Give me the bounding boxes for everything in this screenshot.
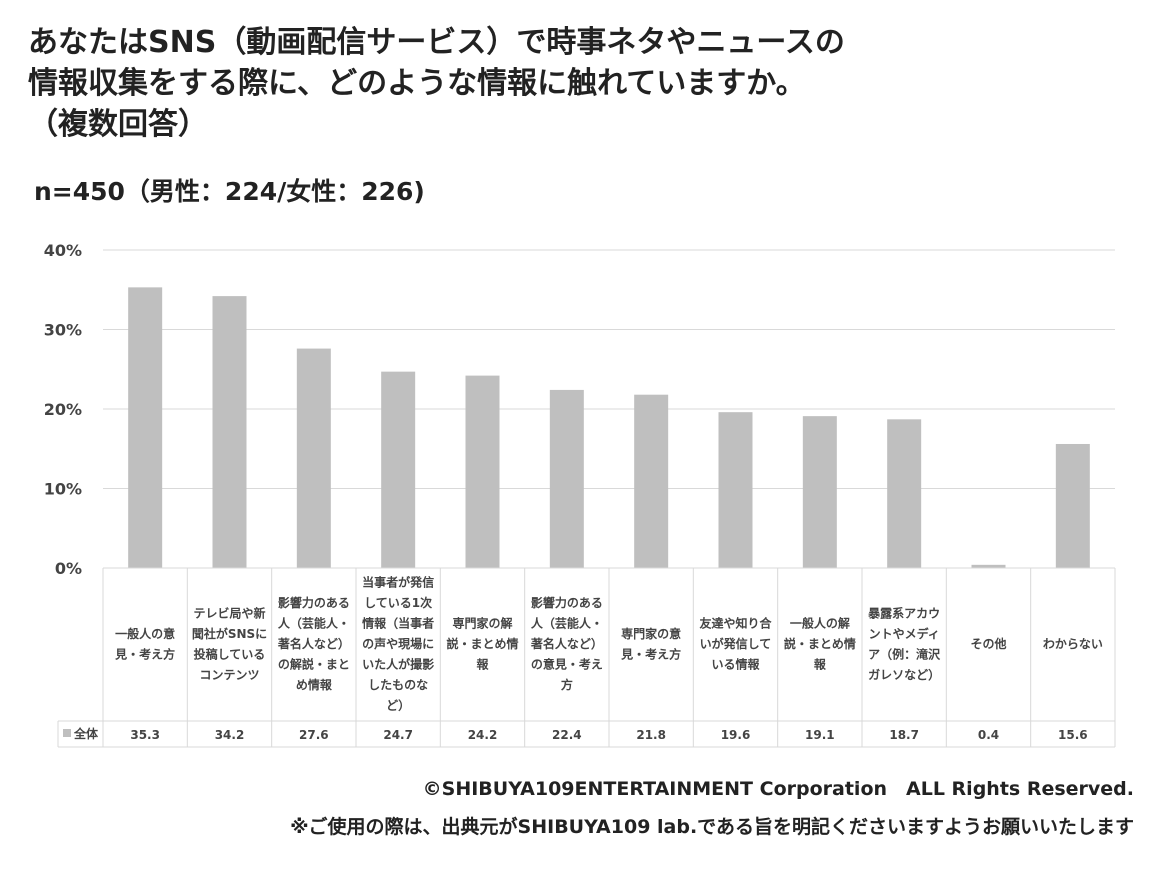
y-tick-label: 10% <box>44 480 82 499</box>
category-label: している1次 <box>364 595 432 610</box>
data-label: 19.1 <box>805 728 835 742</box>
category-label: め情報 <box>296 677 333 692</box>
title-line-1: あなたはSNS（動画配信サービス）で時事ネタやニュースの <box>28 25 845 60</box>
category-label: いが発信して <box>700 636 772 651</box>
bar <box>887 419 922 568</box>
category-label: 専門家の解 <box>452 616 512 631</box>
data-label: 19.6 <box>721 728 751 742</box>
category-label: 著名人など） <box>277 636 350 651</box>
sample-size: n=450（男性：224/女性：226) <box>34 177 425 206</box>
category-label: 見・考え方 <box>114 646 175 661</box>
category-label: 暴露系アカウ <box>867 605 940 620</box>
category-label: いた人が撮影 <box>362 657 434 672</box>
category-label: 情報（当事者 <box>362 616 434 631</box>
y-tick-label: 30% <box>44 321 82 340</box>
category-label: その他 <box>970 636 1006 651</box>
category-label: したものな <box>368 678 428 692</box>
category-label: テレビ局や新 <box>193 605 265 620</box>
category-label: 人（芸能人・ <box>531 616 603 631</box>
category-label: ガレソなど） <box>868 667 940 682</box>
category-label: の解説・まと <box>278 657 350 672</box>
category-label: 見・考え方 <box>620 646 681 661</box>
bar <box>802 416 837 568</box>
data-label: 18.7 <box>889 728 919 742</box>
category-label: 報 <box>476 657 489 672</box>
data-label: 15.6 <box>1058 728 1088 742</box>
bar <box>634 394 669 568</box>
category-label: 報 <box>814 657 827 672</box>
y-tick-label: 0% <box>55 559 82 578</box>
category-label: 方 <box>561 677 573 692</box>
category-label: コンテンツ <box>199 668 259 682</box>
category-label: わからない <box>1043 637 1103 651</box>
category-label: 人（芸能人・ <box>278 616 350 631</box>
category-label: の意見・考え <box>531 657 603 672</box>
bar <box>212 296 247 568</box>
data-label: 22.4 <box>552 728 582 742</box>
legend-label: 全体 <box>73 726 99 741</box>
bar <box>971 564 1006 568</box>
category-label: の声や現場に <box>362 636 434 651</box>
category-label: 影響力のある <box>531 595 603 610</box>
data-label: 24.7 <box>383 728 413 742</box>
category-label: いる情報 <box>711 657 760 672</box>
category-label: 説・まとめ情 <box>784 636 856 651</box>
category-label: 一般人の意 <box>115 626 175 641</box>
data-label: 21.8 <box>636 728 666 742</box>
category-label: 聞社がSNSに <box>192 626 267 641</box>
data-label: 35.3 <box>130 728 160 742</box>
category-label: 専門家の意 <box>621 626 681 641</box>
category-label: 著名人など） <box>530 636 603 651</box>
data-label: 34.2 <box>215 728 245 742</box>
title-line-2: 情報収集をする際に、どのような情報に触れていますか。 <box>28 66 806 101</box>
bar <box>549 389 584 568</box>
category-label: 投稿している <box>194 646 266 661</box>
category-label: 影響力のある <box>278 595 350 610</box>
data-label: 24.2 <box>468 728 498 742</box>
bar <box>296 348 331 568</box>
category-label: 一般人の解 <box>790 616 850 631</box>
data-label: 27.6 <box>299 728 329 742</box>
y-tick-label: 20% <box>44 400 82 419</box>
category-label: ア（例：滝沢 <box>868 646 941 661</box>
y-tick-label: 40% <box>44 241 82 260</box>
title-line-3: （複数回答） <box>28 107 208 142</box>
bar <box>1055 443 1090 568</box>
chart-title: あなたはSNS（動画配信サービス）で時事ネタやニュースの 情報収集をする際に、ど… <box>28 22 1138 145</box>
bar <box>718 412 753 568</box>
bar <box>465 375 500 568</box>
data-label: 0.4 <box>978 728 999 742</box>
copyright-text: ©SHIBUYA109ENTERTAINMENT Corporation ALL… <box>422 778 1134 800</box>
category-label: ど） <box>386 698 410 713</box>
category-label: ントやメディ <box>869 626 940 641</box>
bar <box>128 287 163 568</box>
category-label: 友達や知り合 <box>698 616 772 631</box>
category-label: 当事者が発信 <box>362 575 434 590</box>
legend-key <box>63 729 71 737</box>
bar <box>381 371 416 568</box>
category-label: 説・まとめ情 <box>446 636 518 651</box>
usage-note: ※ご使用の際は、出典元がSHIBUYA109 lab.である旨を明記くださいます… <box>290 816 1134 838</box>
